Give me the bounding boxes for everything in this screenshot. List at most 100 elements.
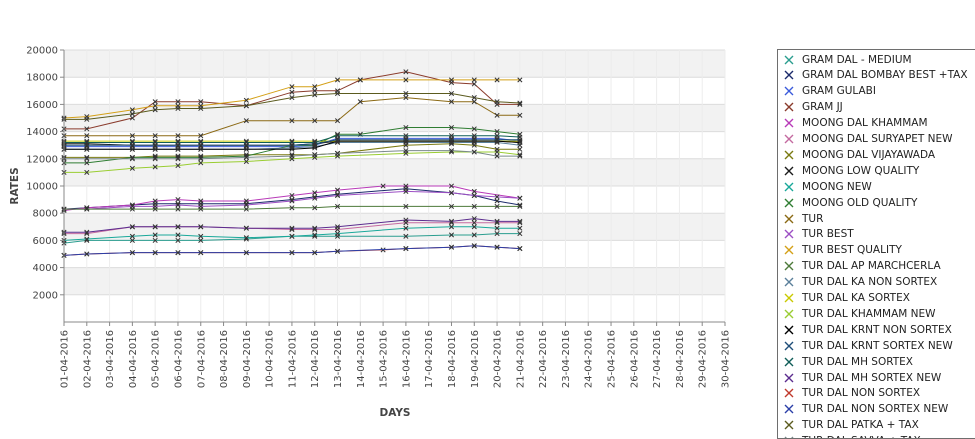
x-tick-label: 21-04-2016 xyxy=(515,330,526,388)
data-point xyxy=(289,250,295,256)
legend-swatch xyxy=(784,245,794,255)
data-point xyxy=(84,229,90,235)
series-layer xyxy=(61,69,523,258)
series-8 xyxy=(61,224,523,243)
data-point xyxy=(494,198,500,204)
x-tick-label: 26-04-2016 xyxy=(629,330,640,388)
legend-item: MOONG DAL KHAMMAM xyxy=(782,116,928,131)
data-point xyxy=(403,77,409,83)
legend-item: TUR DAL MH SORTEX NEW xyxy=(782,370,941,385)
data-point xyxy=(289,205,295,211)
data-point xyxy=(243,139,249,146)
x-tick-label: 11-04-2016 xyxy=(287,330,298,388)
legend-swatch xyxy=(784,150,794,160)
data-point xyxy=(471,203,477,209)
x-tick-label: 06-04-2016 xyxy=(173,330,184,388)
legend-item: GRAM GULABI xyxy=(782,84,876,99)
data-point xyxy=(517,112,523,118)
data-point xyxy=(84,139,90,146)
data-point xyxy=(494,194,500,200)
x-tick-label: 27-04-2016 xyxy=(652,330,663,388)
legend-marker xyxy=(784,341,794,351)
data-point xyxy=(312,250,318,256)
legend-label: TUR xyxy=(802,212,824,225)
x-tick-label: 15-04-2016 xyxy=(379,330,390,388)
data-point xyxy=(152,133,158,139)
x-tick-label: 04-04-2016 xyxy=(128,330,139,388)
legend-swatch xyxy=(784,373,794,382)
legend-swatch xyxy=(784,102,794,112)
legend-label: TUR BEST QUALITY xyxy=(802,244,902,257)
x-axis-label: DAYS xyxy=(379,407,410,419)
legend-item: MOONG DAL VIJAYAWADA xyxy=(782,147,935,162)
legend-label: TUR DAL KRNT SORTEX NEW xyxy=(802,339,953,352)
data-point xyxy=(312,225,318,231)
data-point xyxy=(175,139,181,146)
x-tick-label: 12-04-2016 xyxy=(310,330,321,388)
data-point xyxy=(152,103,158,109)
data-point xyxy=(289,118,295,124)
data-point xyxy=(129,111,135,117)
data-point xyxy=(403,233,409,239)
legend-item: MOONG DAL SURYAPET NEW xyxy=(782,132,953,147)
y-axis-ticks: 2000 4000 6000 8000 10000 12000 14000 16000 1800… xyxy=(26,46,64,301)
legend-item: TUR DAL AP MARCHCERLA xyxy=(782,259,941,274)
data-point xyxy=(494,203,500,209)
data-point xyxy=(471,188,477,194)
data-point xyxy=(289,225,295,231)
data-point xyxy=(448,99,455,105)
data-point xyxy=(357,99,363,105)
legend-item: MOONG LOW QUALITY xyxy=(782,163,919,178)
legend-marker xyxy=(784,134,794,144)
data-point xyxy=(334,90,341,97)
legend-label: TUR DAL MH SORTEX xyxy=(802,355,913,368)
legend-label: TUR DAL KHAMMAM NEW xyxy=(802,307,936,320)
legend-label: MOONG NEW xyxy=(802,180,872,193)
data-point xyxy=(517,146,523,152)
data-point xyxy=(471,99,477,105)
x-tick-label: 28-04-2016 xyxy=(675,330,686,388)
plot-band xyxy=(64,104,725,132)
data-point xyxy=(198,198,204,204)
data-point xyxy=(175,99,181,105)
legend-swatch xyxy=(784,55,794,64)
data-point xyxy=(312,205,318,211)
x-tick-label: 23-04-2016 xyxy=(561,330,572,388)
legend-label: TUR DAL NON SORTEX NEW xyxy=(802,403,949,416)
legend-swatch xyxy=(784,166,794,176)
series-line xyxy=(63,79,520,119)
data-point xyxy=(152,164,158,170)
y-axis-label: RATES xyxy=(9,167,21,204)
legend-item: GRAM DAL BOMBAY BEST +TAX xyxy=(782,68,968,83)
data-point xyxy=(471,126,477,132)
legend-label: TUR DAL KRNT NON SORTEX xyxy=(802,323,952,336)
legend-marker xyxy=(784,261,794,271)
legend-item: TUR DAL NON SORTEX xyxy=(782,386,920,401)
data-point xyxy=(448,133,455,139)
legend-marker xyxy=(784,118,794,128)
data-point xyxy=(517,100,523,106)
legend-swatch xyxy=(784,420,794,430)
legend-marker xyxy=(784,277,794,287)
data-point xyxy=(448,148,455,154)
data-point xyxy=(448,137,455,143)
data-point xyxy=(175,163,181,169)
data-point xyxy=(129,224,135,230)
x-tick-label: 07-04-2016 xyxy=(196,330,207,388)
legend-marker xyxy=(784,373,794,382)
legend-marker xyxy=(784,293,794,303)
data-point xyxy=(198,99,204,105)
legend-marker xyxy=(784,245,794,255)
data-point xyxy=(312,152,318,158)
data-point xyxy=(517,195,523,201)
data-point xyxy=(403,203,409,209)
x-tick-label: 20-04-2016 xyxy=(493,330,504,388)
data-point xyxy=(175,232,181,238)
legend-marker xyxy=(784,182,794,192)
data-point xyxy=(243,158,249,165)
legend-swatch xyxy=(784,309,794,319)
data-point xyxy=(403,217,409,223)
legend-marker xyxy=(784,102,794,112)
data-point xyxy=(152,232,158,238)
data-point xyxy=(471,224,477,230)
